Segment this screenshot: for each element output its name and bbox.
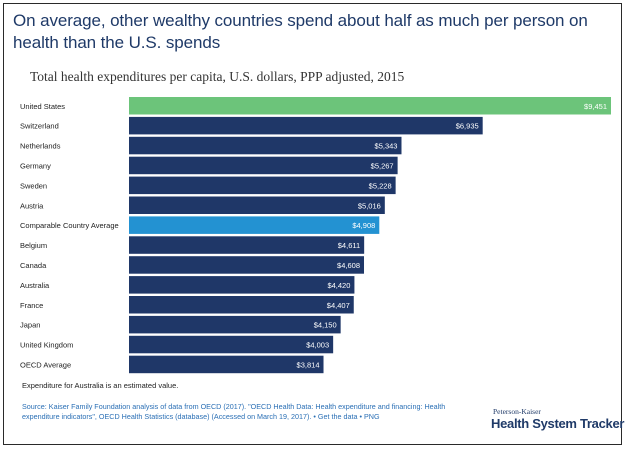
bar-switzerland[interactable]	[129, 116, 483, 135]
category-label: Netherlands	[20, 142, 61, 151]
value-label: $4,420	[327, 281, 350, 290]
bar-austria[interactable]	[129, 196, 385, 215]
category-label: OECD Average	[20, 360, 71, 369]
category-label: Austria	[20, 201, 44, 210]
category-label: United States	[20, 102, 65, 111]
source-note: Source: Kaiser Family Foundation analysi…	[22, 402, 467, 422]
source-label: Source:	[22, 402, 49, 411]
value-label: $4,608	[337, 261, 360, 270]
value-label: $5,343	[375, 142, 398, 151]
value-label: $5,228	[369, 181, 392, 190]
bar-netherlands[interactable]	[129, 136, 402, 155]
value-label: $4,407	[327, 301, 350, 310]
chart-title: On average, other wealthy countries spen…	[13, 11, 588, 52]
bar-france[interactable]	[129, 296, 354, 314]
value-label: $4,150	[314, 321, 337, 330]
chart-subtitle: Total health expenditures per capita, U.…	[30, 69, 405, 84]
value-label: $6,935	[456, 122, 479, 131]
category-label: Australia	[20, 281, 50, 290]
bar-belgium[interactable]	[129, 236, 365, 254]
bar-canada[interactable]	[129, 256, 365, 274]
value-label: $5,267	[371, 161, 394, 170]
category-label: Sweden	[20, 181, 47, 190]
value-label: $3,814	[297, 360, 320, 369]
value-label: $4,003	[306, 341, 329, 350]
value-label: $9,451	[584, 102, 607, 111]
category-label: United Kingdom	[20, 341, 73, 350]
category-label: Belgium	[20, 241, 47, 250]
source-links[interactable]: • Get the data • PNG	[313, 412, 380, 421]
brand-logo: Health System Tracker	[491, 416, 625, 431]
category-label: Canada	[20, 261, 47, 270]
bar-comparable-country-average[interactable]	[129, 216, 380, 234]
bar-united-kingdom[interactable]	[129, 335, 334, 354]
category-label: Japan	[20, 321, 40, 330]
value-label: $4,908	[352, 221, 375, 230]
brand-logo-small: Peterson-Kaiser	[493, 407, 541, 416]
value-label: $4,611	[338, 241, 360, 250]
source-text: Kaiser Family Foundation analysis of dat…	[22, 402, 446, 421]
bar-united-states[interactable]	[129, 97, 611, 115]
category-label: France	[20, 301, 43, 310]
bar-australia[interactable]	[129, 276, 355, 294]
bar-japan[interactable]	[129, 315, 341, 334]
bar-germany[interactable]	[129, 156, 398, 175]
bar-oecd-average[interactable]	[129, 355, 324, 374]
value-label: $5,016	[358, 201, 381, 210]
footnote: Expenditure for Australia is an estimate…	[22, 381, 179, 390]
category-label: Switzerland	[20, 122, 59, 131]
category-label: Comparable Country Average	[20, 221, 119, 230]
category-label: Germany	[20, 161, 51, 170]
bar-sweden[interactable]	[129, 176, 396, 195]
